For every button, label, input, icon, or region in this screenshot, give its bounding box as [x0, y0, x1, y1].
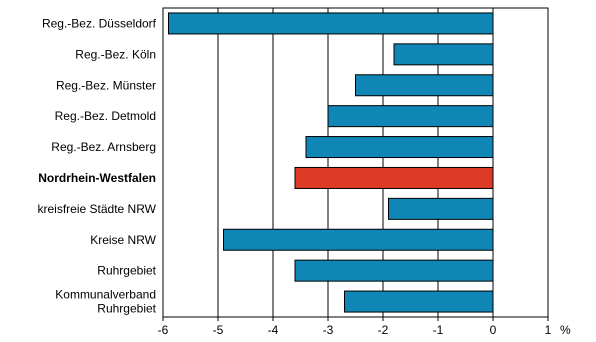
bar-3	[327, 105, 494, 128]
plot-border	[162, 7, 549, 318]
category-label-line: Kommunalverband	[55, 288, 156, 302]
x-tick-label-1: -5	[213, 323, 224, 337]
bar-1	[393, 43, 494, 66]
x-tick-label-3: -3	[323, 323, 334, 337]
bar-9	[344, 290, 494, 313]
bars	[168, 12, 494, 313]
x-tick-label-2: -4	[268, 323, 279, 337]
x-tick-label-5: -1	[433, 323, 444, 337]
category-label-5: Nordrhein-Westfalen	[38, 171, 156, 185]
x-unit-label: %	[560, 323, 571, 337]
x-tick-label-6: 0	[490, 323, 497, 337]
bar-2	[355, 74, 494, 97]
bar-7	[223, 228, 494, 251]
category-label-8: Ruhrgebiet	[97, 264, 156, 278]
category-label-line: Nordrhein-Westfalen	[38, 171, 156, 185]
category-label-line: Reg.-Bez. Düsseldorf	[42, 16, 157, 30]
x-tick-label-0: -6	[158, 323, 169, 337]
category-label-line: Reg.-Bez. Detmold	[55, 109, 156, 123]
category-label-7: Kreise NRW	[90, 233, 156, 247]
category-label-3: Reg.-Bez. Detmold	[55, 109, 156, 123]
x-tick-label-4: -2	[378, 323, 389, 337]
category-label-9: Kommunalverband Ruhrgebiet	[55, 288, 156, 316]
bar-4	[305, 136, 494, 159]
category-label-line: Reg.-Bez. Münster	[56, 78, 156, 92]
bar-0	[168, 12, 494, 35]
x-tick-labels: -6 -5 -4 -3 -2 -1 0 1%	[158, 317, 571, 337]
category-label-line: Ruhrgebiet	[97, 302, 156, 316]
bar-6	[388, 197, 494, 220]
category-label-6: kreisfreie Städte NRW	[38, 202, 157, 216]
bar-5	[294, 166, 494, 189]
category-label-2: Reg.-Bez. Münster	[56, 78, 156, 92]
category-label-line: Reg.-Bez. Arnsberg	[51, 140, 156, 154]
category-label-1: Reg.-Bez. Köln	[75, 47, 156, 61]
x-tick-label-7: 1	[545, 323, 552, 337]
bar-8	[294, 259, 494, 282]
category-label-4: Reg.-Bez. Arnsberg	[51, 140, 156, 154]
category-label-line: Ruhrgebiet	[97, 264, 156, 278]
category-label-line: Kreise NRW	[90, 233, 156, 247]
category-labels: Reg.-Bez. Düsseldorf Reg.-Bez. Köln Reg.-B…	[38, 16, 157, 315]
category-label-0: Reg.-Bez. Düsseldorf	[42, 16, 157, 30]
category-label-line: Reg.-Bez. Köln	[75, 47, 156, 61]
category-label-line: kreisfreie Städte NRW	[38, 202, 157, 216]
plot-frame	[162, 7, 549, 318]
